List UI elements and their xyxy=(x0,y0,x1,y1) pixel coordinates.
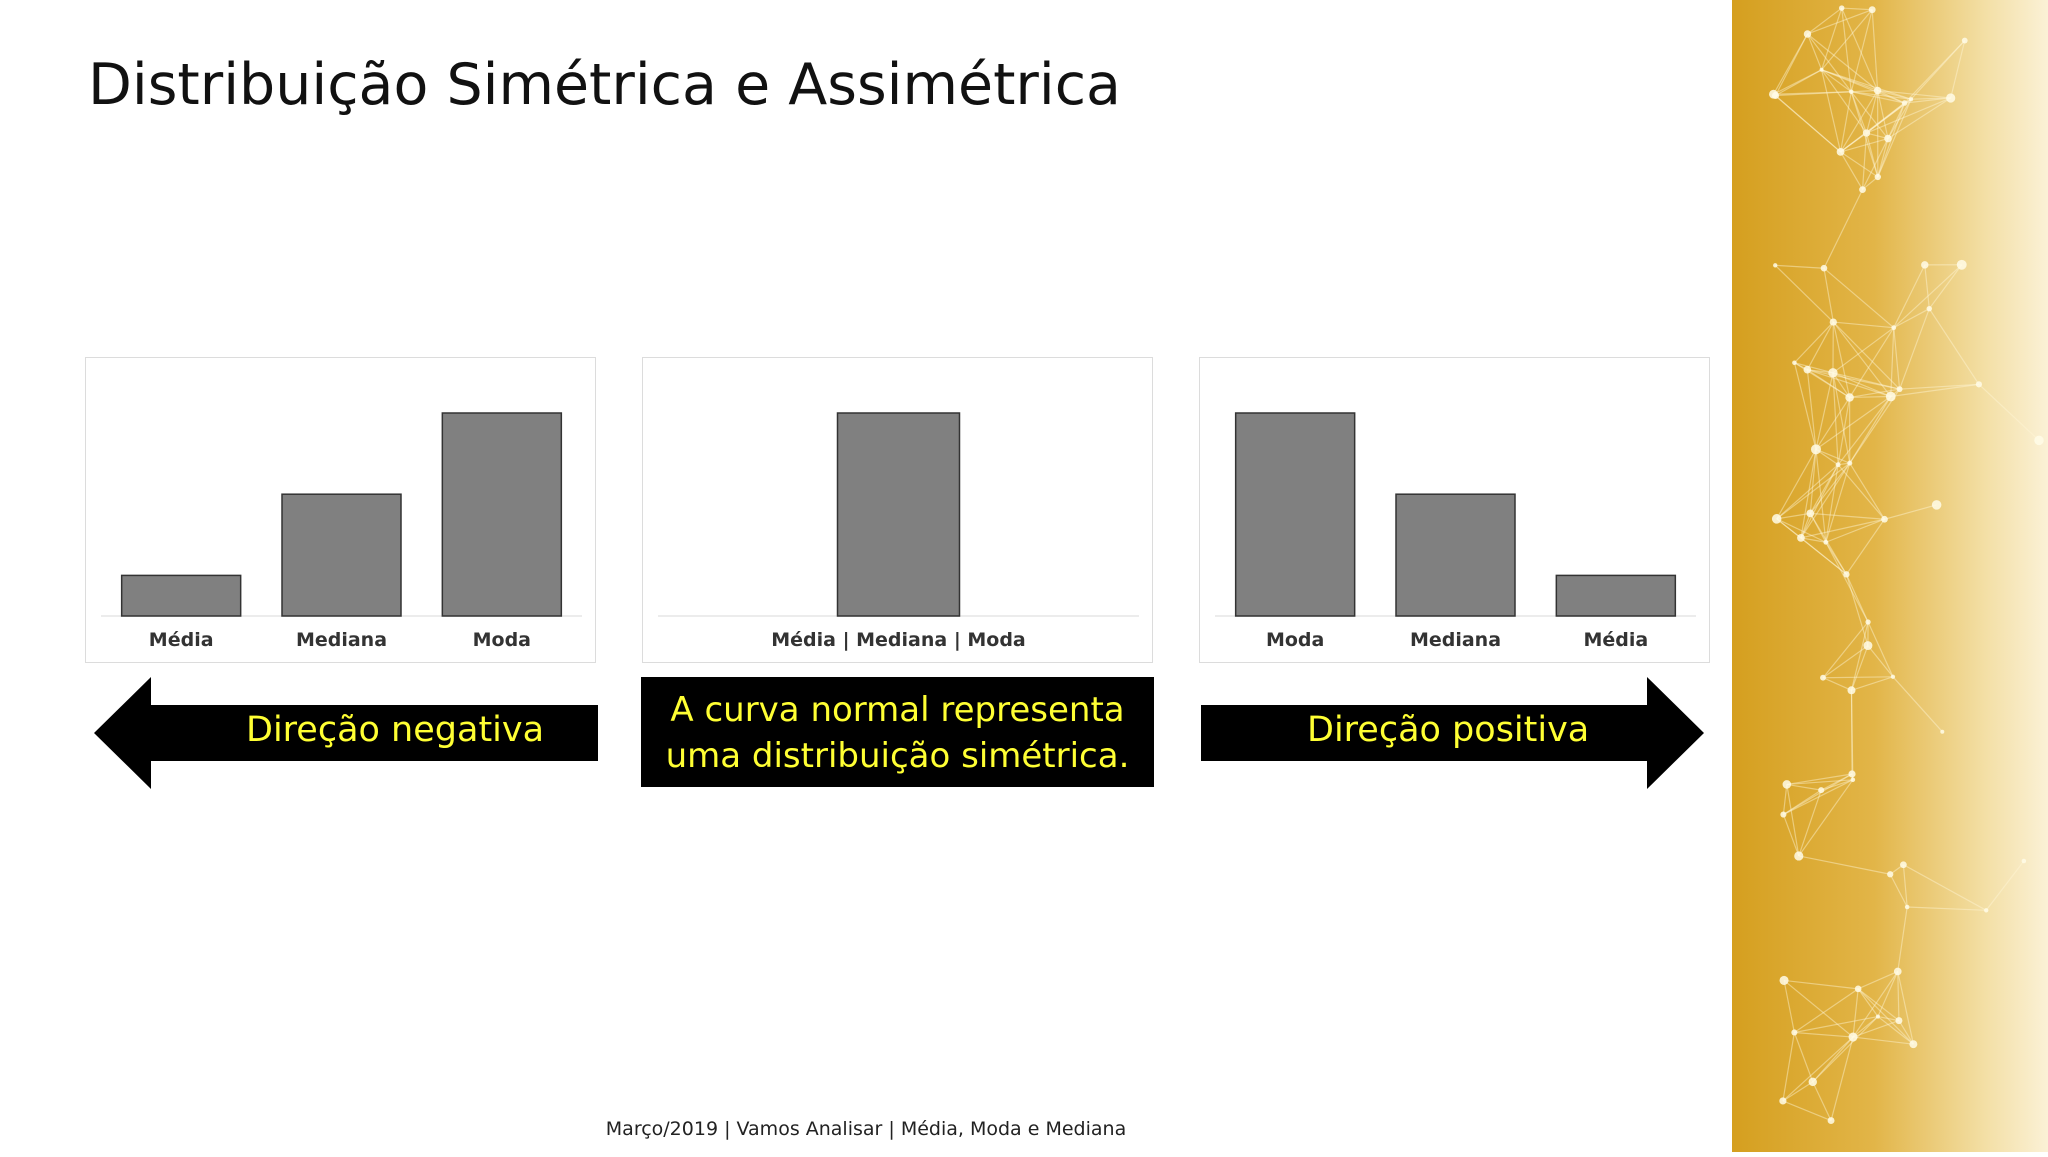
network-pattern-icon xyxy=(1732,0,2048,1152)
category-label-2: Média xyxy=(1583,629,1648,651)
bar-chart-2: Moda Mediana Média xyxy=(1200,358,1711,664)
normal-curve-note: A curva normal representa uma distribuiç… xyxy=(641,677,1154,787)
positive-direction-arrow: Direção positiva xyxy=(1201,677,1704,789)
bar-2 xyxy=(442,413,561,616)
category-label-1: Mediana xyxy=(1410,629,1501,651)
category-label-2: Moda xyxy=(473,629,531,651)
negative-direction-arrow: Direção negativa xyxy=(94,677,598,789)
normal-curve-note-line-1: A curva normal representa xyxy=(641,687,1154,733)
category-label-0: Moda xyxy=(1266,629,1324,651)
bar-0 xyxy=(122,575,241,616)
slide-footer: Março/2019 | Vamos Analisar | Média, Mod… xyxy=(0,1118,1732,1140)
bar-0 xyxy=(838,413,960,616)
decorative-network-panel xyxy=(1732,0,2048,1152)
bar-1 xyxy=(1396,494,1515,616)
negative-direction-label: Direção negativa xyxy=(246,710,544,750)
positive-direction-label: Direção positiva xyxy=(1307,710,1589,750)
slide-title: Distribuição Simétrica e Assimétrica xyxy=(88,52,1121,118)
bar-chart-1: Média | Mediana | Moda xyxy=(643,358,1154,664)
bar-chart-0: Média Mediana Moda xyxy=(86,358,597,664)
bar-2 xyxy=(1556,575,1675,616)
chart-positive-skew: Moda Mediana Média xyxy=(1199,357,1710,663)
bar-0 xyxy=(1236,413,1355,616)
chart-negative-skew: Média Mediana Moda xyxy=(85,357,596,663)
chart-symmetric: Média | Mediana | Moda xyxy=(642,357,1153,663)
category-label-0: Média | Mediana | Moda xyxy=(771,629,1026,651)
category-label-1: Mediana xyxy=(296,629,387,651)
bar-1 xyxy=(282,494,401,616)
normal-curve-note-line-2: uma distribuição simétrica. xyxy=(641,733,1154,779)
category-label-0: Média xyxy=(149,629,214,651)
